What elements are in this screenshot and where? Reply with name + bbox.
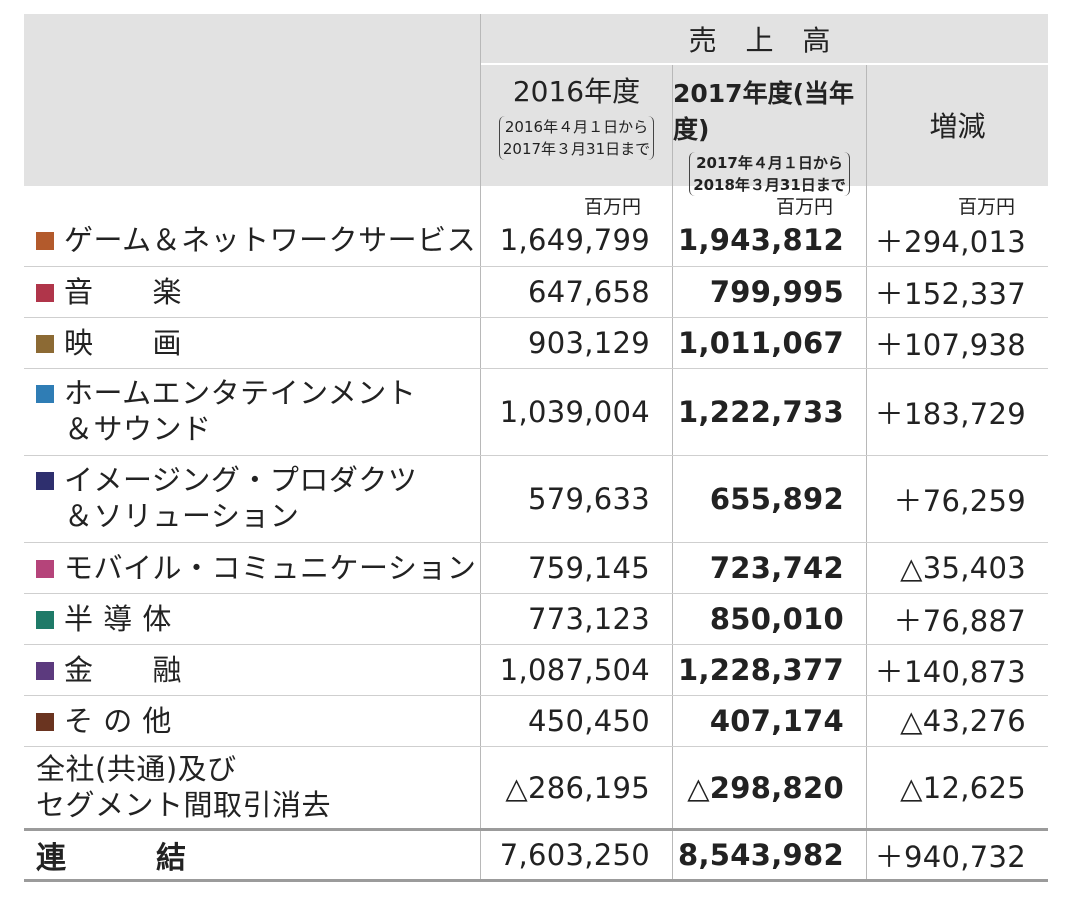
prev-value: 759,145 [527, 551, 650, 585]
prev-value: 579,633 [527, 482, 650, 516]
color-square [36, 611, 54, 629]
elimination-label: 全社(共通)及び セグメント間取引消去 [36, 752, 332, 822]
change-value: △12,625 [900, 771, 1026, 805]
curr-year-label: 2017年度(当年度) [673, 79, 855, 144]
segment-label-game: ゲーム＆ネットワークサービス [36, 214, 480, 266]
total-change-value: ＋940,732 [874, 840, 1026, 874]
segment-label-pictures: 映 画 [36, 318, 480, 368]
curr-value: △298,820 [687, 771, 844, 805]
change-value: ＋76,887 [893, 604, 1026, 638]
color-square [36, 472, 54, 490]
col-curr-year-header: 2017年度(当年度) 2017年４月１日から 2018年３月31日まで [673, 74, 866, 196]
change-value: ＋140,873 [874, 655, 1026, 689]
color-square [36, 232, 54, 250]
segment-label-imaging: イメージング・プロダクツ ＆ソリューション [36, 462, 480, 538]
prev-value: 1,649,799 [499, 223, 650, 257]
curr-value: 1,228,377 [678, 653, 844, 687]
change-value: ＋183,729 [874, 397, 1026, 431]
color-square [36, 385, 54, 403]
segment-label-music: 音 楽 [36, 267, 480, 317]
curr-value: 1,222,733 [678, 395, 844, 429]
prev-year-label: 2016年度 [512, 75, 641, 108]
unit-change: 百万円 [958, 196, 1016, 218]
prev-period: 2016年４月１日から 2017年３月31日まで [498, 116, 655, 160]
prev-value: 450,450 [527, 704, 650, 738]
color-square [36, 560, 54, 578]
curr-value: 1,011,067 [678, 326, 844, 360]
sales-header: 売 上 高 [481, 14, 1048, 64]
total-prev-value: 7,603,250 [499, 838, 650, 872]
prev-value: 773,123 [527, 602, 650, 636]
col-prev-year-header: 2016年度 2016年４月１日から 2017年３月31日まで [481, 70, 672, 182]
change-label: 増減 [929, 110, 986, 143]
prev-value: 1,039,004 [499, 395, 650, 429]
segment-label-semiconductors: 半 導 体 [36, 594, 480, 644]
segment-label-mobile: モバイル・コミュニケーション [36, 543, 480, 593]
col-change-header: 増減 [867, 64, 1048, 186]
curr-value: 1,943,812 [678, 223, 844, 257]
segment-sales-table: 売 上 高 2016年度 2016年４月１日から 2017年３月31日まで 20… [24, 14, 1048, 882]
color-square [36, 662, 54, 680]
curr-value: 407,174 [709, 704, 844, 738]
color-square [36, 335, 54, 353]
unit-curr: 百万円 [776, 196, 834, 218]
curr-period: 2017年４月１日から 2018年３月31日まで [689, 152, 850, 196]
curr-value: 799,995 [709, 275, 844, 309]
header-background [24, 14, 1048, 186]
curr-value: 850,010 [709, 602, 844, 636]
total-curr-value: 8,543,982 [678, 838, 844, 872]
prev-value: 647,658 [527, 275, 650, 309]
segment-label-other: そ の 他 [36, 696, 480, 746]
sales-title: 売 上 高 [688, 24, 841, 57]
segment-label-finance: 金 融 [36, 645, 480, 695]
prev-value: 903,129 [527, 326, 650, 360]
segment-label-home-entertainment: ホームエンタテインメント ＆サウンド [36, 375, 480, 451]
change-value: ＋76,259 [893, 484, 1026, 518]
curr-value: 723,742 [709, 551, 844, 585]
change-value: ＋294,013 [874, 225, 1026, 259]
color-square [36, 284, 54, 302]
change-value: △43,276 [900, 704, 1026, 738]
change-value: ＋107,938 [874, 328, 1026, 362]
change-value: ＋152,337 [874, 277, 1026, 311]
total-label: 連 結 [36, 841, 186, 876]
curr-value: 655,892 [709, 482, 844, 516]
prev-value: △286,195 [505, 771, 650, 805]
prev-value: 1,087,504 [499, 653, 650, 687]
color-square [36, 713, 54, 731]
change-value: △35,403 [900, 551, 1026, 585]
unit-prev: 百万円 [584, 196, 642, 218]
